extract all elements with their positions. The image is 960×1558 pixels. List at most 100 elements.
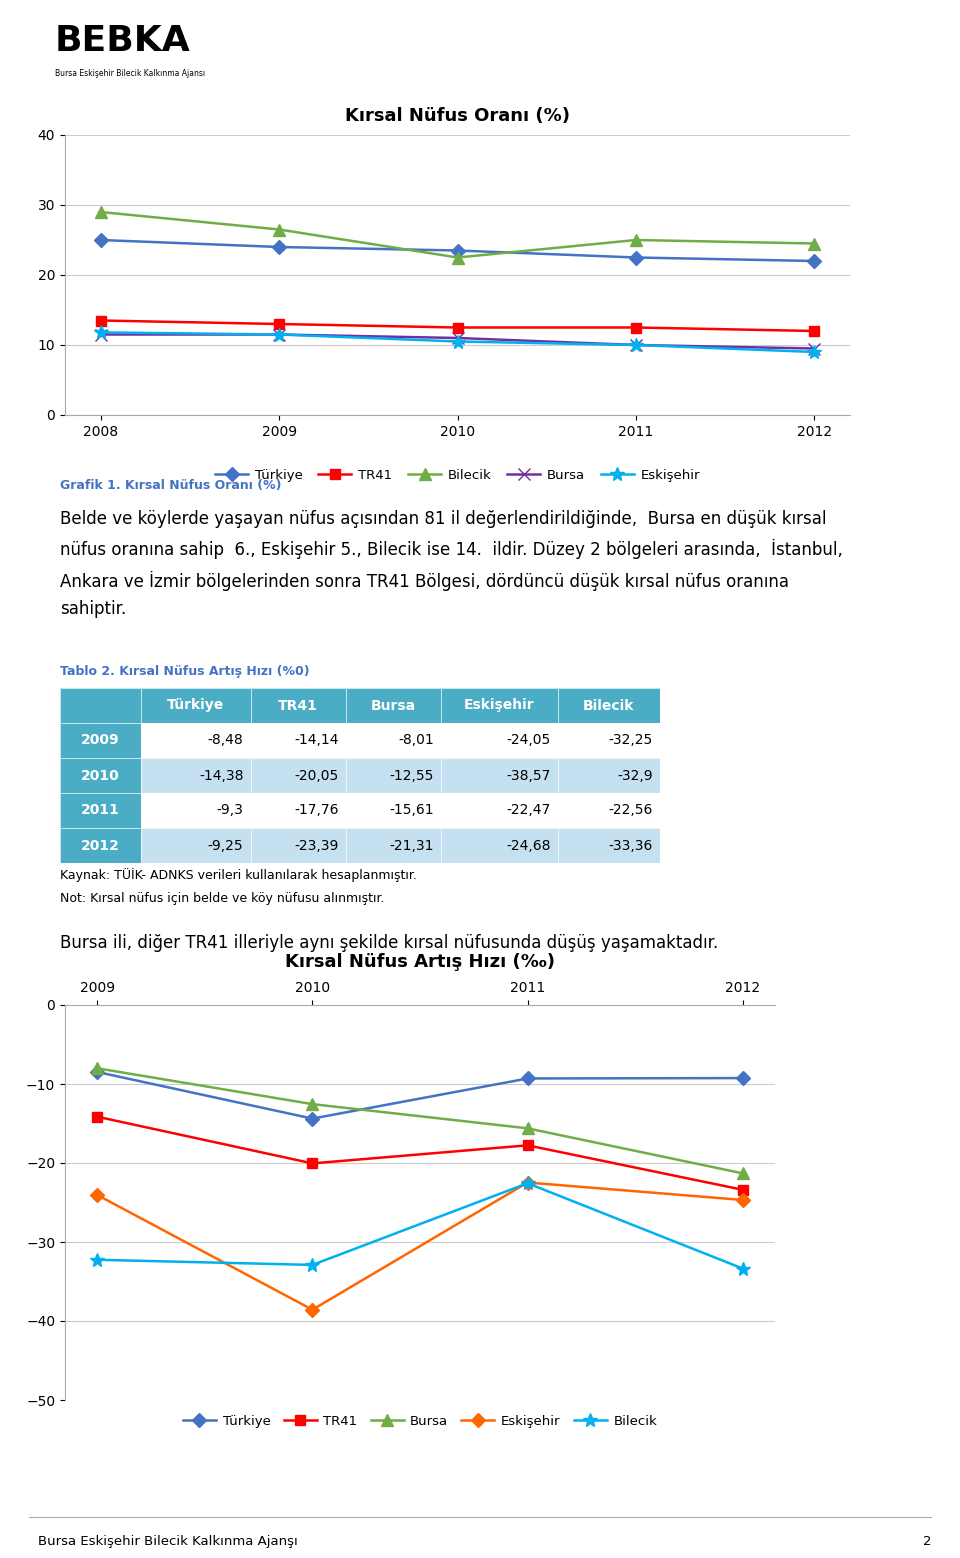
Line: TR41: TR41	[96, 316, 819, 337]
FancyBboxPatch shape	[60, 689, 141, 723]
FancyBboxPatch shape	[251, 759, 346, 793]
Eskişehir	[452, 332, 464, 351]
FancyBboxPatch shape	[251, 689, 346, 723]
FancyBboxPatch shape	[60, 723, 141, 759]
Text: -20,05: -20,05	[295, 768, 339, 782]
Line: Türkiye: Türkiye	[96, 235, 819, 266]
Text: -32,25: -32,25	[609, 734, 653, 748]
FancyBboxPatch shape	[251, 793, 346, 827]
Text: -12,55: -12,55	[390, 768, 434, 782]
Text: -15,61: -15,61	[390, 804, 434, 818]
Text: Not: Kırsal nüfus için belde ve köy nüfusu alınmıştır.: Not: Kırsal nüfus için belde ve köy nüfu…	[60, 893, 385, 905]
Türkiye	[808, 252, 820, 271]
Bilecik	[91, 1251, 103, 1270]
Text: Belde ve köylerde yaşayan nüfus açısından 81 il değerlendirildiğinde,  Bursa en : Belde ve köylerde yaşayan nüfus açısında…	[60, 509, 843, 619]
Text: -24,05: -24,05	[506, 734, 550, 748]
Text: -22,47: -22,47	[506, 804, 550, 818]
Türkiye	[306, 1109, 318, 1128]
Text: 2010: 2010	[82, 768, 120, 782]
FancyBboxPatch shape	[558, 827, 660, 863]
Title: Kırsal Nüfus Artış Hızı (‰): Kırsal Nüfus Artış Hızı (‰)	[285, 953, 555, 971]
FancyBboxPatch shape	[141, 723, 251, 759]
Türkiye	[91, 1063, 103, 1081]
TR41	[522, 1136, 534, 1154]
Text: -14,38: -14,38	[199, 768, 244, 782]
Legend: Türkiye, TR41, Bursa, Eskişehir, Bilecik: Türkiye, TR41, Bursa, Eskişehir, Bilecik	[178, 1410, 662, 1433]
Text: TR41: TR41	[278, 698, 318, 712]
Title: Kırsal Nüfus Oranı (%): Kırsal Nüfus Oranı (%)	[345, 108, 570, 125]
FancyBboxPatch shape	[346, 689, 442, 723]
Eskişehir	[737, 1190, 749, 1209]
FancyBboxPatch shape	[442, 723, 558, 759]
FancyBboxPatch shape	[346, 759, 442, 793]
Bilecik	[808, 234, 820, 252]
Türkiye	[630, 248, 641, 266]
Text: Grafik 1. Kırsal Nüfus Oranı (%): Grafik 1. Kırsal Nüfus Oranı (%)	[60, 480, 281, 492]
Text: -32,9: -32,9	[617, 768, 653, 782]
Türkiye	[95, 231, 107, 249]
Text: 2009: 2009	[82, 734, 120, 748]
Text: -22,56: -22,56	[609, 804, 653, 818]
Türkiye	[522, 1069, 534, 1087]
FancyBboxPatch shape	[558, 723, 660, 759]
Bursa	[737, 1164, 749, 1183]
Bilecik	[274, 220, 285, 238]
FancyBboxPatch shape	[141, 827, 251, 863]
TR41	[452, 318, 464, 337]
Eskişehir	[95, 323, 107, 341]
Text: -8,01: -8,01	[398, 734, 434, 748]
Türkiye	[452, 241, 464, 260]
Legend: Türkiye, TR41, Bilecik, Bursa, Eskişehir: Türkiye, TR41, Bilecik, Bursa, Eskişehir	[210, 463, 705, 486]
TR41	[95, 312, 107, 330]
Bursa	[808, 340, 820, 358]
Line: Türkiye: Türkiye	[92, 1067, 748, 1123]
Eskişehir	[630, 335, 641, 354]
Text: -21,31: -21,31	[390, 838, 434, 852]
FancyBboxPatch shape	[558, 759, 660, 793]
Bursa	[630, 335, 641, 354]
Bursa	[95, 326, 107, 344]
Eskişehir	[808, 343, 820, 361]
Text: Bursa: Bursa	[371, 698, 416, 712]
FancyBboxPatch shape	[60, 759, 141, 793]
Bursa	[452, 329, 464, 347]
Eskişehir	[91, 1186, 103, 1204]
Eskişehir	[522, 1173, 534, 1192]
Türkiye	[737, 1069, 749, 1087]
Bursa	[306, 1095, 318, 1114]
Line: Bursa: Bursa	[92, 1063, 748, 1179]
TR41	[306, 1154, 318, 1173]
Bilecik	[630, 231, 641, 249]
TR41	[808, 321, 820, 340]
Bilecik	[306, 1256, 318, 1274]
Text: -8,48: -8,48	[207, 734, 244, 748]
FancyBboxPatch shape	[346, 827, 442, 863]
FancyBboxPatch shape	[251, 827, 346, 863]
FancyBboxPatch shape	[60, 793, 141, 827]
Text: Bursa Eskişehir Bilecik Kalkınma Ajanşı: Bursa Eskişehir Bilecik Kalkınma Ajanşı	[38, 1535, 299, 1547]
Line: Eskişehir: Eskişehir	[94, 326, 821, 358]
TR41	[274, 315, 285, 333]
FancyBboxPatch shape	[141, 793, 251, 827]
Text: 2: 2	[923, 1535, 931, 1547]
Text: BEBKA: BEBKA	[55, 23, 191, 58]
Line: TR41: TR41	[92, 1112, 748, 1195]
Text: -9,25: -9,25	[207, 838, 244, 852]
FancyBboxPatch shape	[251, 723, 346, 759]
FancyBboxPatch shape	[558, 793, 660, 827]
Text: -23,39: -23,39	[295, 838, 339, 852]
Bilecik	[737, 1259, 749, 1278]
Bursa	[522, 1119, 534, 1137]
Eskişehir	[306, 1301, 318, 1320]
FancyBboxPatch shape	[442, 759, 558, 793]
FancyBboxPatch shape	[141, 689, 251, 723]
Bilecik	[452, 248, 464, 266]
Text: -24,68: -24,68	[506, 838, 550, 852]
TR41	[737, 1181, 749, 1200]
Bursa	[91, 1059, 103, 1078]
Text: -14,14: -14,14	[294, 734, 339, 748]
Text: 2011: 2011	[82, 804, 120, 818]
Text: Eskişehir: Eskişehir	[464, 698, 535, 712]
Text: Bursa Eskişehir Bilecik Kalkınma Ajansı: Bursa Eskişehir Bilecik Kalkınma Ajansı	[55, 69, 205, 78]
Text: -33,36: -33,36	[609, 838, 653, 852]
